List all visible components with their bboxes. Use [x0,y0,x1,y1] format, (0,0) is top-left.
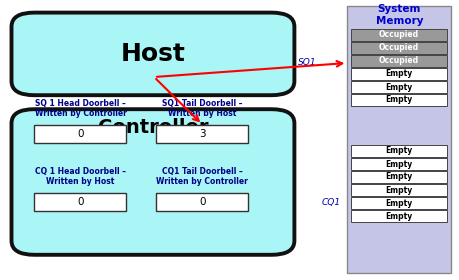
Text: Empty: Empty [384,212,412,221]
Text: CQ1 Tail Doorbell –: CQ1 Tail Doorbell – [162,167,242,176]
Text: Empty: Empty [384,95,412,104]
Bar [350,29,446,41]
Text: Empty: Empty [384,199,412,207]
Text: Empty: Empty [384,172,412,181]
Text: Empty: Empty [384,146,412,155]
Bar [350,42,446,54]
Text: SQ 1 Head Doorbell –: SQ 1 Head Doorbell – [35,99,126,108]
Text: Written by Controller: Written by Controller [34,109,126,118]
Text: 0: 0 [77,129,84,139]
Text: 0: 0 [199,197,205,207]
Text: Empty: Empty [384,160,412,169]
Bar [350,210,446,222]
Text: Occupied: Occupied [378,43,418,52]
Bar [34,125,126,143]
FancyBboxPatch shape [11,13,294,95]
Text: Written by Host: Written by Host [46,177,114,186]
FancyBboxPatch shape [11,109,294,255]
Bar [350,94,446,106]
Text: Controller: Controller [97,118,208,137]
Text: Empty: Empty [384,69,412,78]
Text: Empty: Empty [384,83,412,92]
Text: 0: 0 [77,197,84,207]
Text: Host: Host [120,42,185,66]
Text: Written by Host: Written by Host [168,109,236,118]
Text: Occupied: Occupied [378,56,418,65]
Bar [350,197,446,209]
Bar [34,193,126,211]
Text: SQ1: SQ1 [297,59,316,67]
Bar [350,81,446,93]
Bar [350,158,446,170]
Text: Empty: Empty [384,186,412,195]
Text: Written by Controller: Written by Controller [156,177,248,186]
Text: System
Memory: System Memory [375,4,422,26]
Bar [156,193,248,211]
Text: CQ1: CQ1 [321,199,341,207]
Bar [350,68,446,80]
Bar [350,145,446,157]
Bar [350,55,446,67]
Bar [350,171,446,183]
Bar [347,6,450,273]
Text: 3: 3 [199,129,205,139]
Text: SQ1 Tail Doorbell –: SQ1 Tail Doorbell – [162,99,242,108]
Bar [156,125,248,143]
Text: Occupied: Occupied [378,30,418,39]
Bar [350,184,446,196]
Text: CQ 1 Head Doorbell –: CQ 1 Head Doorbell – [35,167,126,176]
